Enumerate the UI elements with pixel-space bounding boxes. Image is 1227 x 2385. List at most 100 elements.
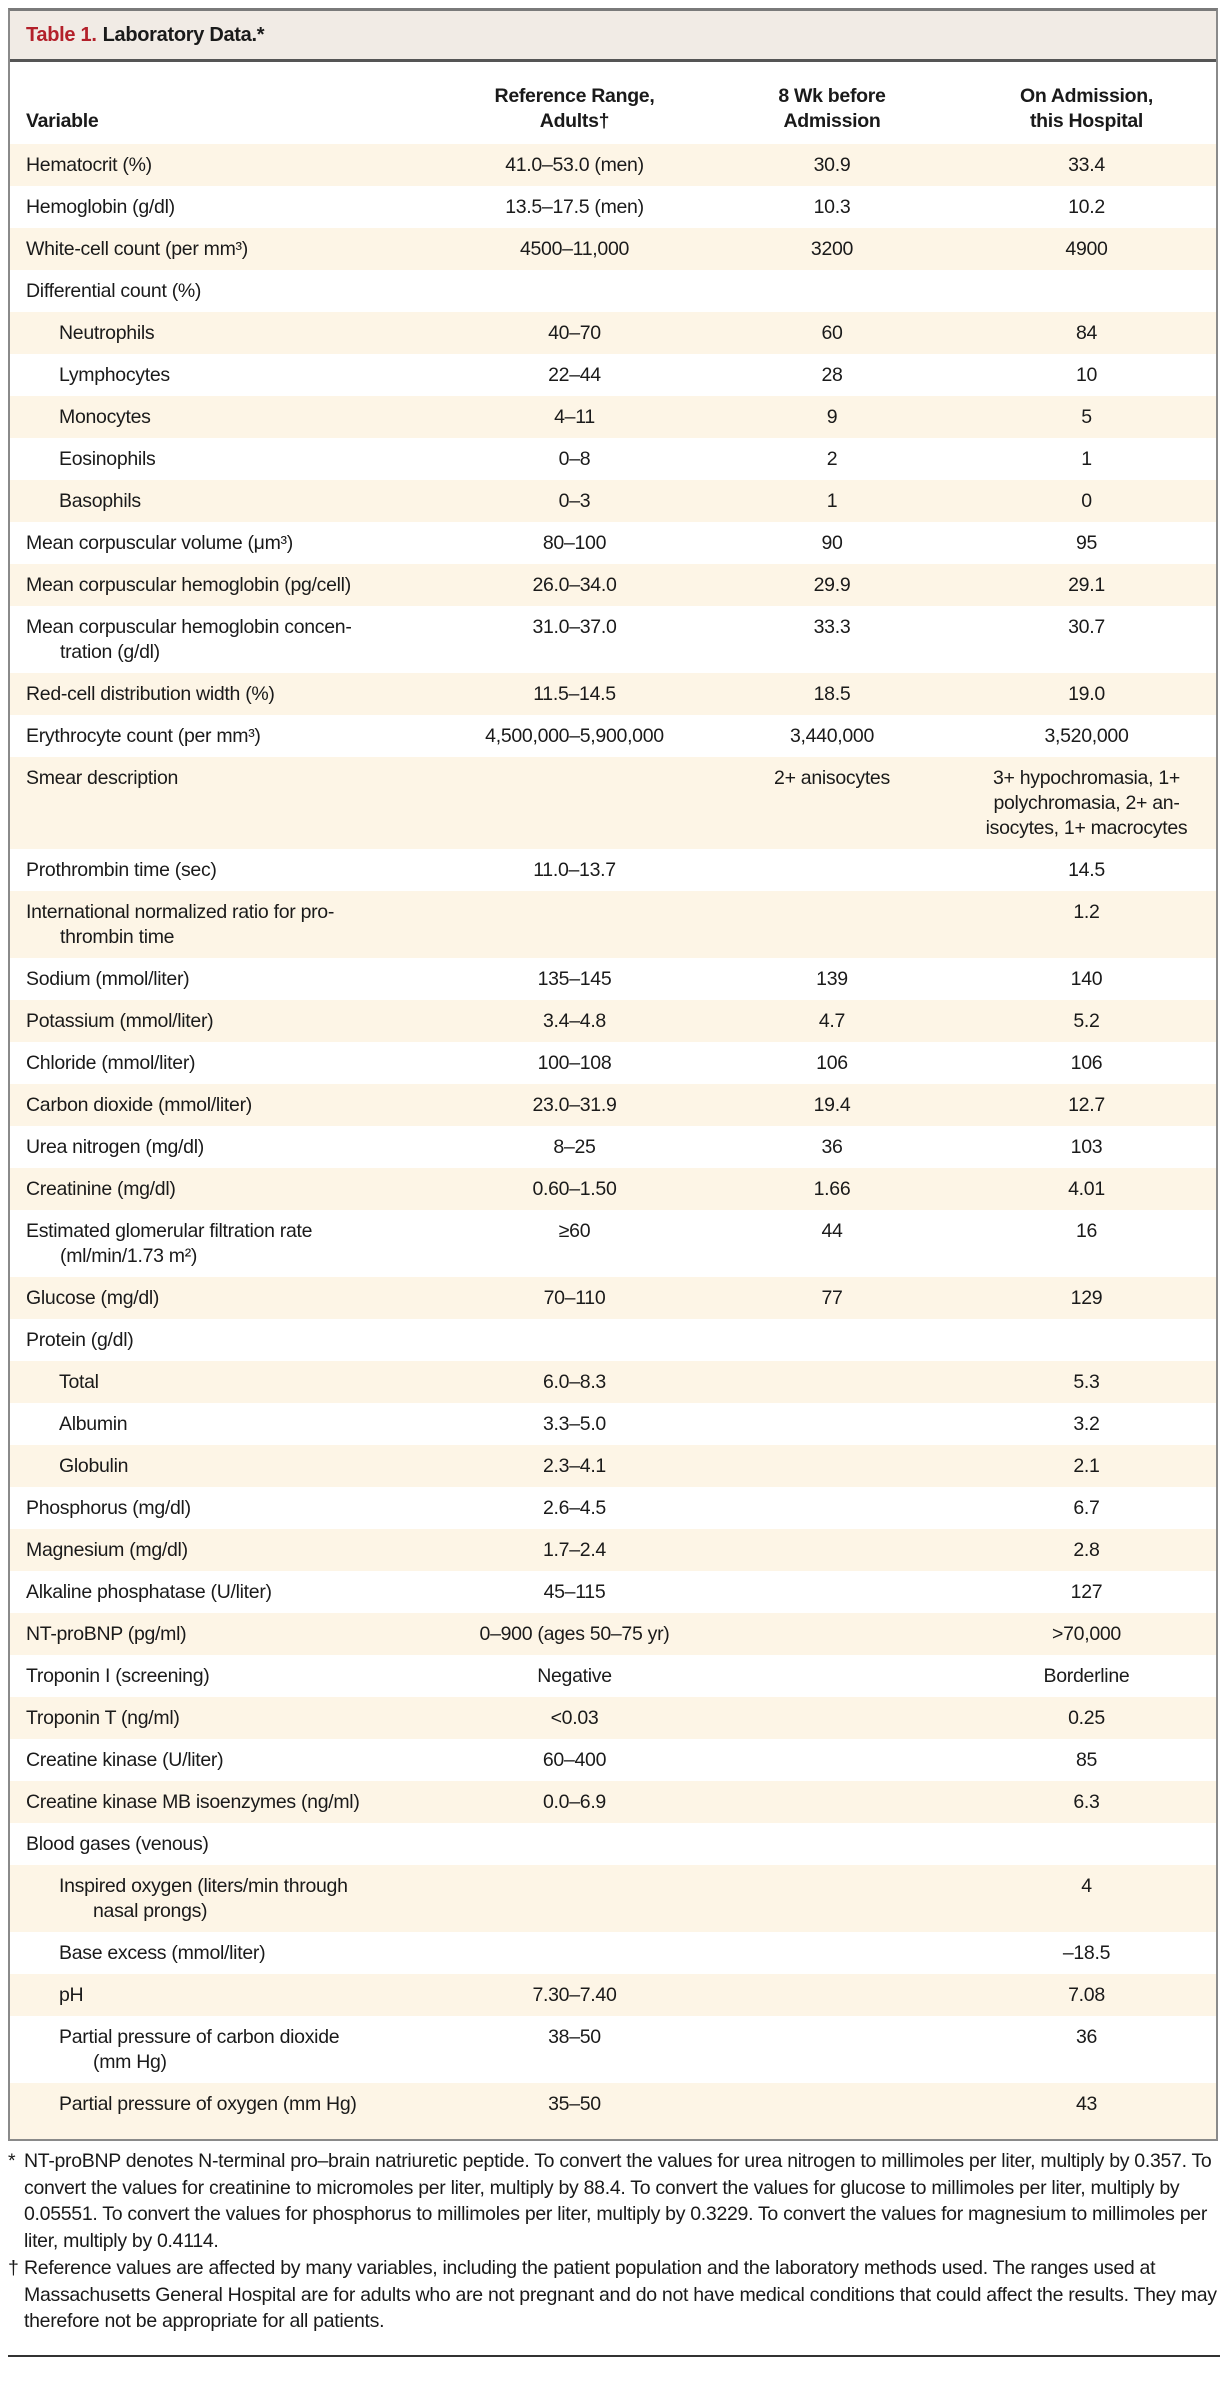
- cell-on-admission: 3+ hypochromasia, 1+ polychromasia, 2+ a…: [957, 757, 1216, 849]
- cell-on-admission: 103: [1070, 1136, 1103, 1158]
- table-number: Table 1.: [26, 23, 97, 46]
- cell-reference-range: 4–11: [442, 396, 707, 438]
- cell-reference-range: 0–8: [558, 448, 591, 470]
- cell-variable: Albumin: [10, 1403, 442, 1445]
- cell-variable: Glucose (mg/dl): [10, 1277, 442, 1319]
- cell-reference-range: 4500–11,000: [442, 228, 707, 270]
- cell-reference-range: 8–25: [553, 1136, 596, 1158]
- variable-label: Total: [59, 1371, 99, 1393]
- variable-label: Protein (g/dl): [26, 1329, 134, 1351]
- cell-on-admission: 0.25: [957, 1697, 1216, 1739]
- cell-8wk-before: 18.5: [707, 673, 957, 715]
- footnote-dagger: † Reference values are affected by many …: [8, 2255, 1220, 2335]
- cell-8wk-before: 60: [707, 312, 957, 354]
- cell-on-admission: 7.08: [957, 1974, 1216, 2016]
- footnote-mark: *: [8, 2150, 16, 2172]
- header-variable: Variable: [26, 110, 99, 132]
- table-row: Glucose (mg/dl) 70–110 77 129: [10, 1277, 1216, 1319]
- table-row: Mean corpuscular hemoglobin concen- trat…: [10, 606, 1216, 673]
- cell-reference-range: [442, 270, 707, 312]
- cell-8wk-before: [707, 1571, 957, 1613]
- cell-variable: Creatinine (mg/dl): [10, 1168, 442, 1210]
- cell-variable: Differential count (%): [10, 270, 442, 312]
- header-on-admission: On Admission, this Hospital: [1020, 85, 1153, 132]
- variable-label: Creatine kinase (U/liter): [26, 1749, 224, 1771]
- variable-label: Estimated glomerular filtration rate (ml…: [26, 1220, 313, 1267]
- table-row: Mean corpuscular volume (μm³) 80–100 90 95: [10, 522, 1216, 564]
- variable-label: Albumin: [59, 1413, 128, 1435]
- cell-8wk-before: 10.3: [813, 196, 851, 218]
- cell-variable: Troponin T (ng/ml): [10, 1697, 442, 1739]
- cell-8wk-before: [707, 1613, 957, 1655]
- variable-label: Inspired oxygen (liters/min through nasa…: [59, 1875, 348, 1922]
- variable-label: Red-cell distribution width (%): [26, 683, 275, 705]
- cell-on-admission: 106: [1070, 1052, 1103, 1074]
- cell-reference-range: 1.7–2.4: [442, 1529, 707, 1571]
- header-8wk-before: 8 Wk before Admission: [778, 85, 886, 132]
- table-row: Alkaline phosphatase (U/liter) 45–115 127: [10, 1571, 1216, 1613]
- cell-variable: Mean corpuscular hemoglobin (pg/cell): [10, 564, 442, 606]
- cell-on-admission: [957, 1823, 1216, 1865]
- table-row: Urea nitrogen (mg/dl) 8–25 36 103: [10, 1126, 1216, 1168]
- variable-label: Smear description: [26, 767, 179, 789]
- cell-reference-range: 2.6–4.5: [543, 1497, 606, 1519]
- variable-label: White-cell count (per mm³): [26, 238, 248, 260]
- cell-8wk-before: 44: [821, 1220, 843, 1242]
- header-reference-range: Reference Range, Adults†: [494, 85, 655, 132]
- cell-variable: Eosinophils: [10, 438, 442, 480]
- table-row: Chloride (mmol/liter) 100–108 106 106: [10, 1042, 1216, 1084]
- table-row: Creatine kinase (U/liter) 60–400 85: [10, 1739, 1216, 1781]
- cell-on-admission: 12.7: [957, 1084, 1216, 1126]
- table-row: Estimated glomerular filtration rate (ml…: [10, 1210, 1216, 1277]
- cell-variable: Mean corpuscular hemoglobin concen- trat…: [10, 606, 442, 673]
- cell-on-admission: 5.3: [957, 1361, 1216, 1403]
- cell-reference-range: Negative: [537, 1665, 612, 1687]
- cell-on-admission: 127: [1070, 1581, 1103, 1603]
- cell-on-admission: 6.3: [957, 1781, 1216, 1823]
- cell-on-admission: 43: [957, 2083, 1216, 2139]
- cell-reference-range: [442, 1932, 707, 1974]
- table-row: Sodium (mmol/liter) 135–145 139 140: [10, 958, 1216, 1000]
- cell-variable: Lymphocytes: [10, 354, 442, 396]
- variable-label: pH: [59, 1984, 84, 2006]
- cell-variable: Chloride (mmol/liter): [10, 1042, 442, 1084]
- cell-reference-range: 40–70: [442, 312, 707, 354]
- cell-on-admission: 5.2: [957, 1000, 1216, 1042]
- cell-variable: Partial pressure of carbon dioxide (mm H…: [10, 2016, 442, 2083]
- table-row: Potassium (mmol/liter) 3.4–4.8 4.7 5.2: [10, 1000, 1216, 1042]
- cell-8wk-before: [707, 1697, 957, 1739]
- cell-reference-range: ≥60: [558, 1220, 591, 1242]
- cell-8wk-before: [707, 2083, 957, 2139]
- table-row: International normalized ratio for pro- …: [10, 891, 1216, 958]
- cell-variable: Sodium (mmol/liter): [10, 958, 442, 1000]
- variable-label: NT-proBNP (pg/ml): [26, 1623, 187, 1645]
- cell-reference-range: 0–900 (ages 50–75 yr): [442, 1613, 707, 1655]
- cell-reference-range: 135–145: [537, 968, 612, 990]
- cell-variable: Monocytes: [10, 396, 442, 438]
- cell-reference-range: 7.30–7.40: [442, 1974, 707, 2016]
- table-row: Troponin I (screening) Negative Borderline: [10, 1655, 1216, 1697]
- cell-on-admission: 4.01: [957, 1168, 1216, 1210]
- table-row: Total 6.0–8.3 5.3: [10, 1361, 1216, 1403]
- table-row: Magnesium (mg/dl) 1.7–2.4 2.8: [10, 1529, 1216, 1571]
- cell-on-admission: 1: [1081, 448, 1092, 470]
- table-row: Creatine kinase MB isoenzymes (ng/ml) 0.0…: [10, 1781, 1216, 1823]
- variable-label: Blood gases (venous): [26, 1833, 209, 1855]
- cell-reference-range: [442, 757, 707, 849]
- cell-8wk-before: [707, 1319, 957, 1361]
- cell-on-admission: 6.7: [1073, 1497, 1100, 1519]
- cell-reference-range: 70–110: [442, 1277, 707, 1319]
- variable-label: Neutrophils: [59, 322, 155, 344]
- cell-on-admission: 0: [957, 480, 1216, 522]
- table-row: Blood gases (venous): [10, 1823, 1216, 1865]
- table-row: Globulin 2.3–4.1 2.1: [10, 1445, 1216, 1487]
- variable-label: Mean corpuscular hemoglobin (pg/cell): [26, 574, 351, 596]
- table-row: Erythrocyte count (per mm³) 4,500,000–5,9…: [10, 715, 1216, 757]
- cell-variable: NT-proBNP (pg/ml): [10, 1613, 442, 1655]
- cell-on-admission: 2.8: [957, 1529, 1216, 1571]
- cell-variable: Erythrocyte count (per mm³): [10, 715, 442, 757]
- cell-on-admission: 4: [957, 1865, 1216, 1932]
- variable-label: Hematocrit (%): [26, 154, 152, 176]
- cell-variable: Estimated glomerular filtration rate (ml…: [10, 1210, 442, 1277]
- cell-on-admission: 3,520,000: [1044, 725, 1129, 747]
